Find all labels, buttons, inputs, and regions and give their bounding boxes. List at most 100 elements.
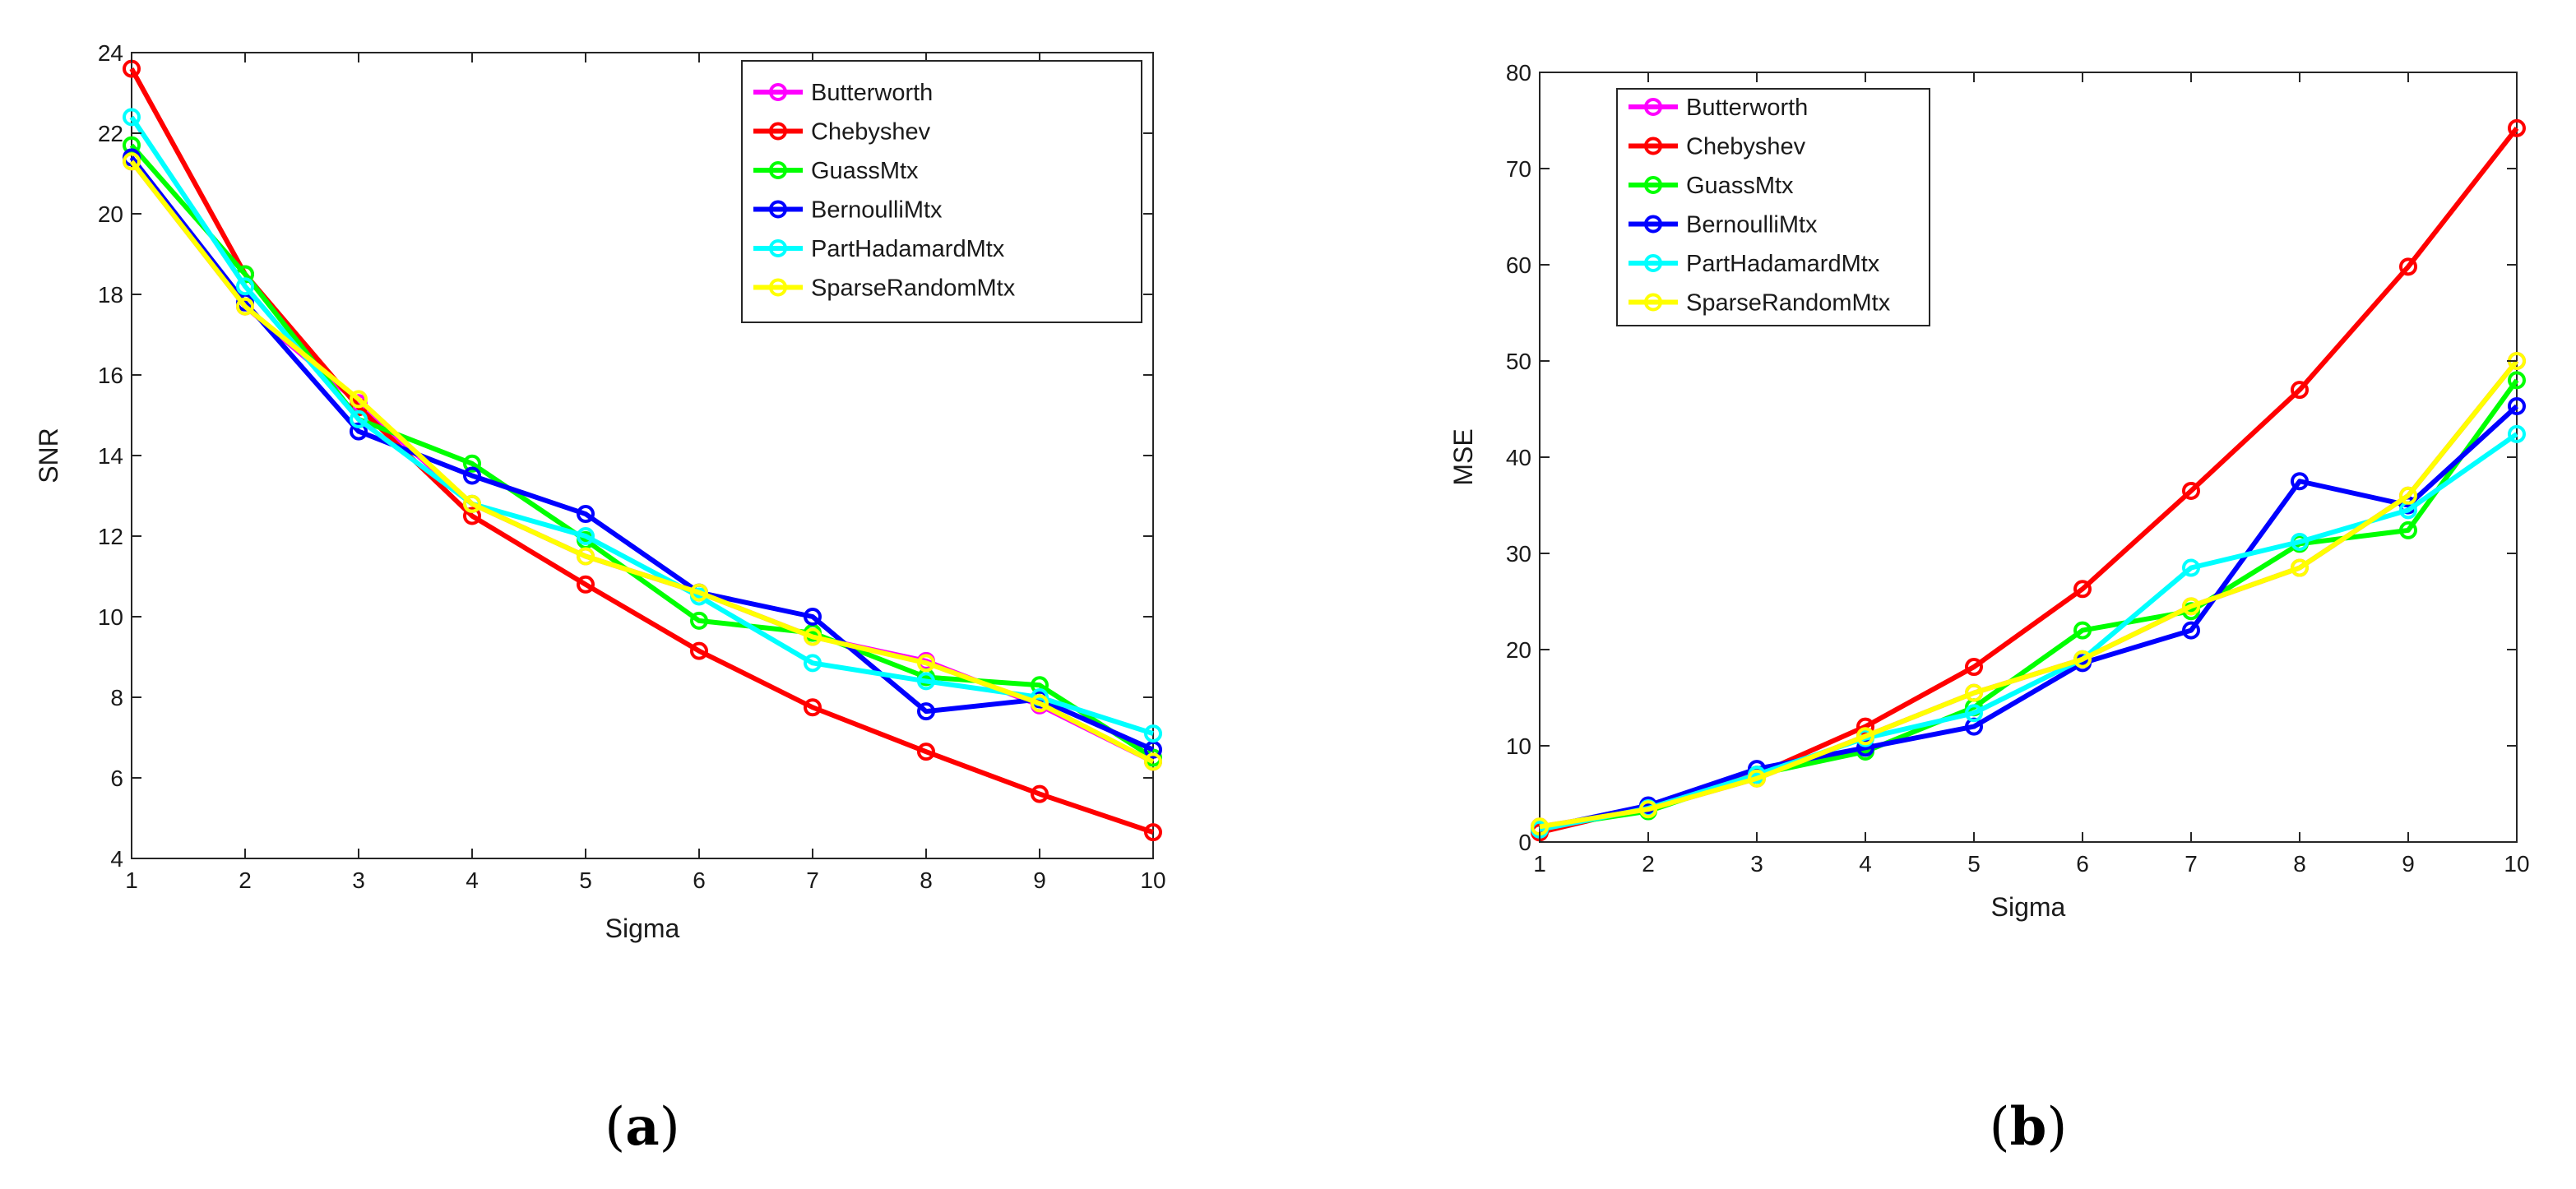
x-tick-label-snr-4: 4 (466, 867, 479, 893)
legend-marker-parthadamardmtx-mse (1644, 254, 1662, 272)
point-chebyshev-mse-7 (2182, 481, 2200, 500)
legend-marker-butterworth-snr (769, 83, 787, 101)
point-sparserandommtx-snr-10 (1144, 752, 1162, 771)
legend-marker-guassmtx-snr (769, 161, 787, 179)
legend-marker-guassmtx-mse (1644, 176, 1662, 194)
panel-letter-b: b (2010, 1096, 2047, 1158)
svg-text:(a): (a) (605, 1096, 679, 1158)
point-parthadamardmtx-snr-8 (917, 672, 935, 691)
point-parthadamardmtx-snr-1 (123, 108, 141, 127)
line-bernoullimtx-snr (129, 155, 1155, 752)
legend-label-guassmtx-snr: GuassMtx (811, 158, 919, 184)
point-chebyshev-mse-10 (2508, 118, 2526, 137)
point-bernoullimtx-snr-4 (463, 466, 481, 485)
y-tick-label-mse-0: 0 (1518, 830, 1531, 855)
point-bernoullimtx-mse-7 (2182, 621, 2200, 640)
y-tick-label-snr-8: 8 (110, 685, 123, 710)
x-tick-label-snr-6: 6 (693, 867, 706, 893)
legend-label-butterworth-snr: Butterworth (811, 80, 933, 106)
legend-item-bernoullimtx-mse: BernoulliMtx (1629, 212, 1818, 238)
x-tick-label-snr-2: 2 (239, 867, 252, 893)
point-chebyshev-snr-6 (690, 641, 708, 660)
x-tick-label-snr-9: 9 (1033, 867, 1046, 893)
y-tick-label-snr-20: 20 (98, 201, 123, 227)
point-parthadamardmtx-snr-10 (1144, 724, 1162, 743)
line-sparserandommtx-mse (1539, 359, 2519, 830)
series-sparserandommtx-snr (123, 152, 1162, 771)
legend-item-butterworth-mse: Butterworth (1629, 95, 1808, 121)
legend-label-sparserandommtx-snr: SparseRandomMtx (811, 275, 1016, 302)
point-parthadamardmtx-snr-2 (236, 277, 254, 296)
legend-label-chebyshev-mse: Chebyshev (1686, 134, 1806, 160)
legend-marker-parthadamardmtx-snr (769, 239, 787, 257)
x-axis-label-snr: Sigma (605, 914, 680, 943)
legend-marker-sparserandommtx-mse (1644, 293, 1662, 312)
panel-letter-a: a (625, 1096, 659, 1158)
x-tick-label-mse-2: 2 (1642, 851, 1655, 877)
y-tick-label-snr-6: 6 (110, 766, 123, 791)
point-parthadamardmtx-snr-5 (577, 527, 595, 545)
y-tick-label-snr-10: 10 (98, 604, 123, 630)
y-tick-label-snr-24: 24 (98, 40, 123, 66)
point-sparserandommtx-snr-2 (236, 297, 254, 316)
point-guassmtx-snr-6 (690, 611, 708, 630)
legend-item-guassmtx-mse: GuassMtx (1629, 173, 1794, 199)
series-layer-mse (1531, 118, 2526, 842)
point-sparserandommtx-snr-4 (463, 494, 481, 513)
point-chebyshev-mse-5 (1965, 658, 1983, 677)
legend-label-bernoullimtx-snr: BernoulliMtx (811, 197, 943, 224)
point-guassmtx-mse-9 (2399, 520, 2417, 539)
point-sparserandommtx-mse-9 (2399, 486, 2417, 505)
point-sparserandommtx-mse-4 (1856, 727, 1874, 746)
point-sparserandommtx-snr-6 (690, 583, 708, 602)
y-tick-label-snr-4: 4 (110, 846, 123, 872)
point-chebyshev-snr-4 (463, 507, 481, 525)
x-tick-label-mse-9: 9 (2402, 851, 2415, 877)
legend-label-parthadamardmtx-snr: PartHadamardMtx (811, 236, 1005, 262)
legend-marker-butterworth-mse (1644, 98, 1662, 116)
svg-text:(b): (b) (1990, 1096, 2068, 1158)
point-parthadamardmtx-mse-10 (2508, 424, 2526, 443)
y-tick-label-snr-14: 14 (98, 443, 123, 469)
y-tick-label-snr-22: 22 (98, 121, 123, 146)
y-tick-label-mse-20: 20 (1506, 637, 1531, 663)
legend-item-bernoullimtx-snr: BernoulliMtx (753, 197, 943, 224)
y-tick-label-mse-10: 10 (1506, 733, 1531, 759)
point-guassmtx-mse-6 (2073, 621, 2092, 640)
point-chebyshev-snr-5 (577, 575, 595, 594)
x-tick-label-mse-10: 10 (2504, 851, 2529, 877)
y-tick-label-snr-16: 16 (98, 363, 123, 388)
legend-item-parthadamardmtx-snr: PartHadamardMtx (753, 236, 1005, 262)
legend-marker-bernoullimtx-mse (1644, 215, 1662, 234)
x-tick-label-snr-3: 3 (352, 867, 365, 893)
point-sparserandommtx-snr-3 (350, 390, 368, 409)
point-sparserandommtx-mse-3 (1748, 769, 1766, 788)
x-tick-label-snr-1: 1 (125, 867, 138, 893)
x-tick-label-snr-7: 7 (806, 867, 819, 893)
x-tick-label-mse-3: 3 (1750, 851, 1763, 877)
axes-layer-mse: 1 2 3 4 5 6 7 8 9 10 0 10 20 30 40 50 60 70 80 (1506, 60, 2530, 877)
legend-label-butterworth-mse: Butterworth (1686, 95, 1808, 121)
legend-marker-chebyshev-snr (769, 122, 787, 141)
legend-label-sparserandommtx-mse: SparseRandomMtx (1686, 290, 1891, 317)
y-axis-label-mse: MSE (1448, 428, 1478, 485)
point-chebyshev-snr-9 (1031, 784, 1049, 803)
y-axis-label-snr: SNR (34, 428, 63, 483)
y-tick-label-mse-60: 60 (1506, 252, 1531, 278)
legend-item-sparserandommtx-snr: SparseRandomMtx (753, 275, 1016, 302)
point-chebyshev-snr-10 (1144, 823, 1162, 842)
point-bernoullimtx-mse-8 (2291, 472, 2309, 491)
point-bernoullimtx-snr-7 (804, 608, 822, 626)
y-tick-label-snr-18: 18 (98, 282, 123, 308)
legend-item-parthadamardmtx-mse: PartHadamardMtx (1629, 251, 1880, 277)
point-sparserandommtx-snr-7 (804, 627, 822, 646)
panel-label-b: (b) (1990, 1096, 2068, 1158)
x-axis-label-mse: Sigma (1991, 892, 2066, 922)
point-guassmtx-snr-4 (463, 454, 481, 473)
point-sparserandommtx-mse-7 (2182, 597, 2200, 616)
point-chebyshev-mse-6 (2073, 580, 2092, 599)
legend-item-guassmtx-snr: GuassMtx (753, 158, 919, 184)
x-tick-label-mse-1: 1 (1533, 851, 1546, 877)
